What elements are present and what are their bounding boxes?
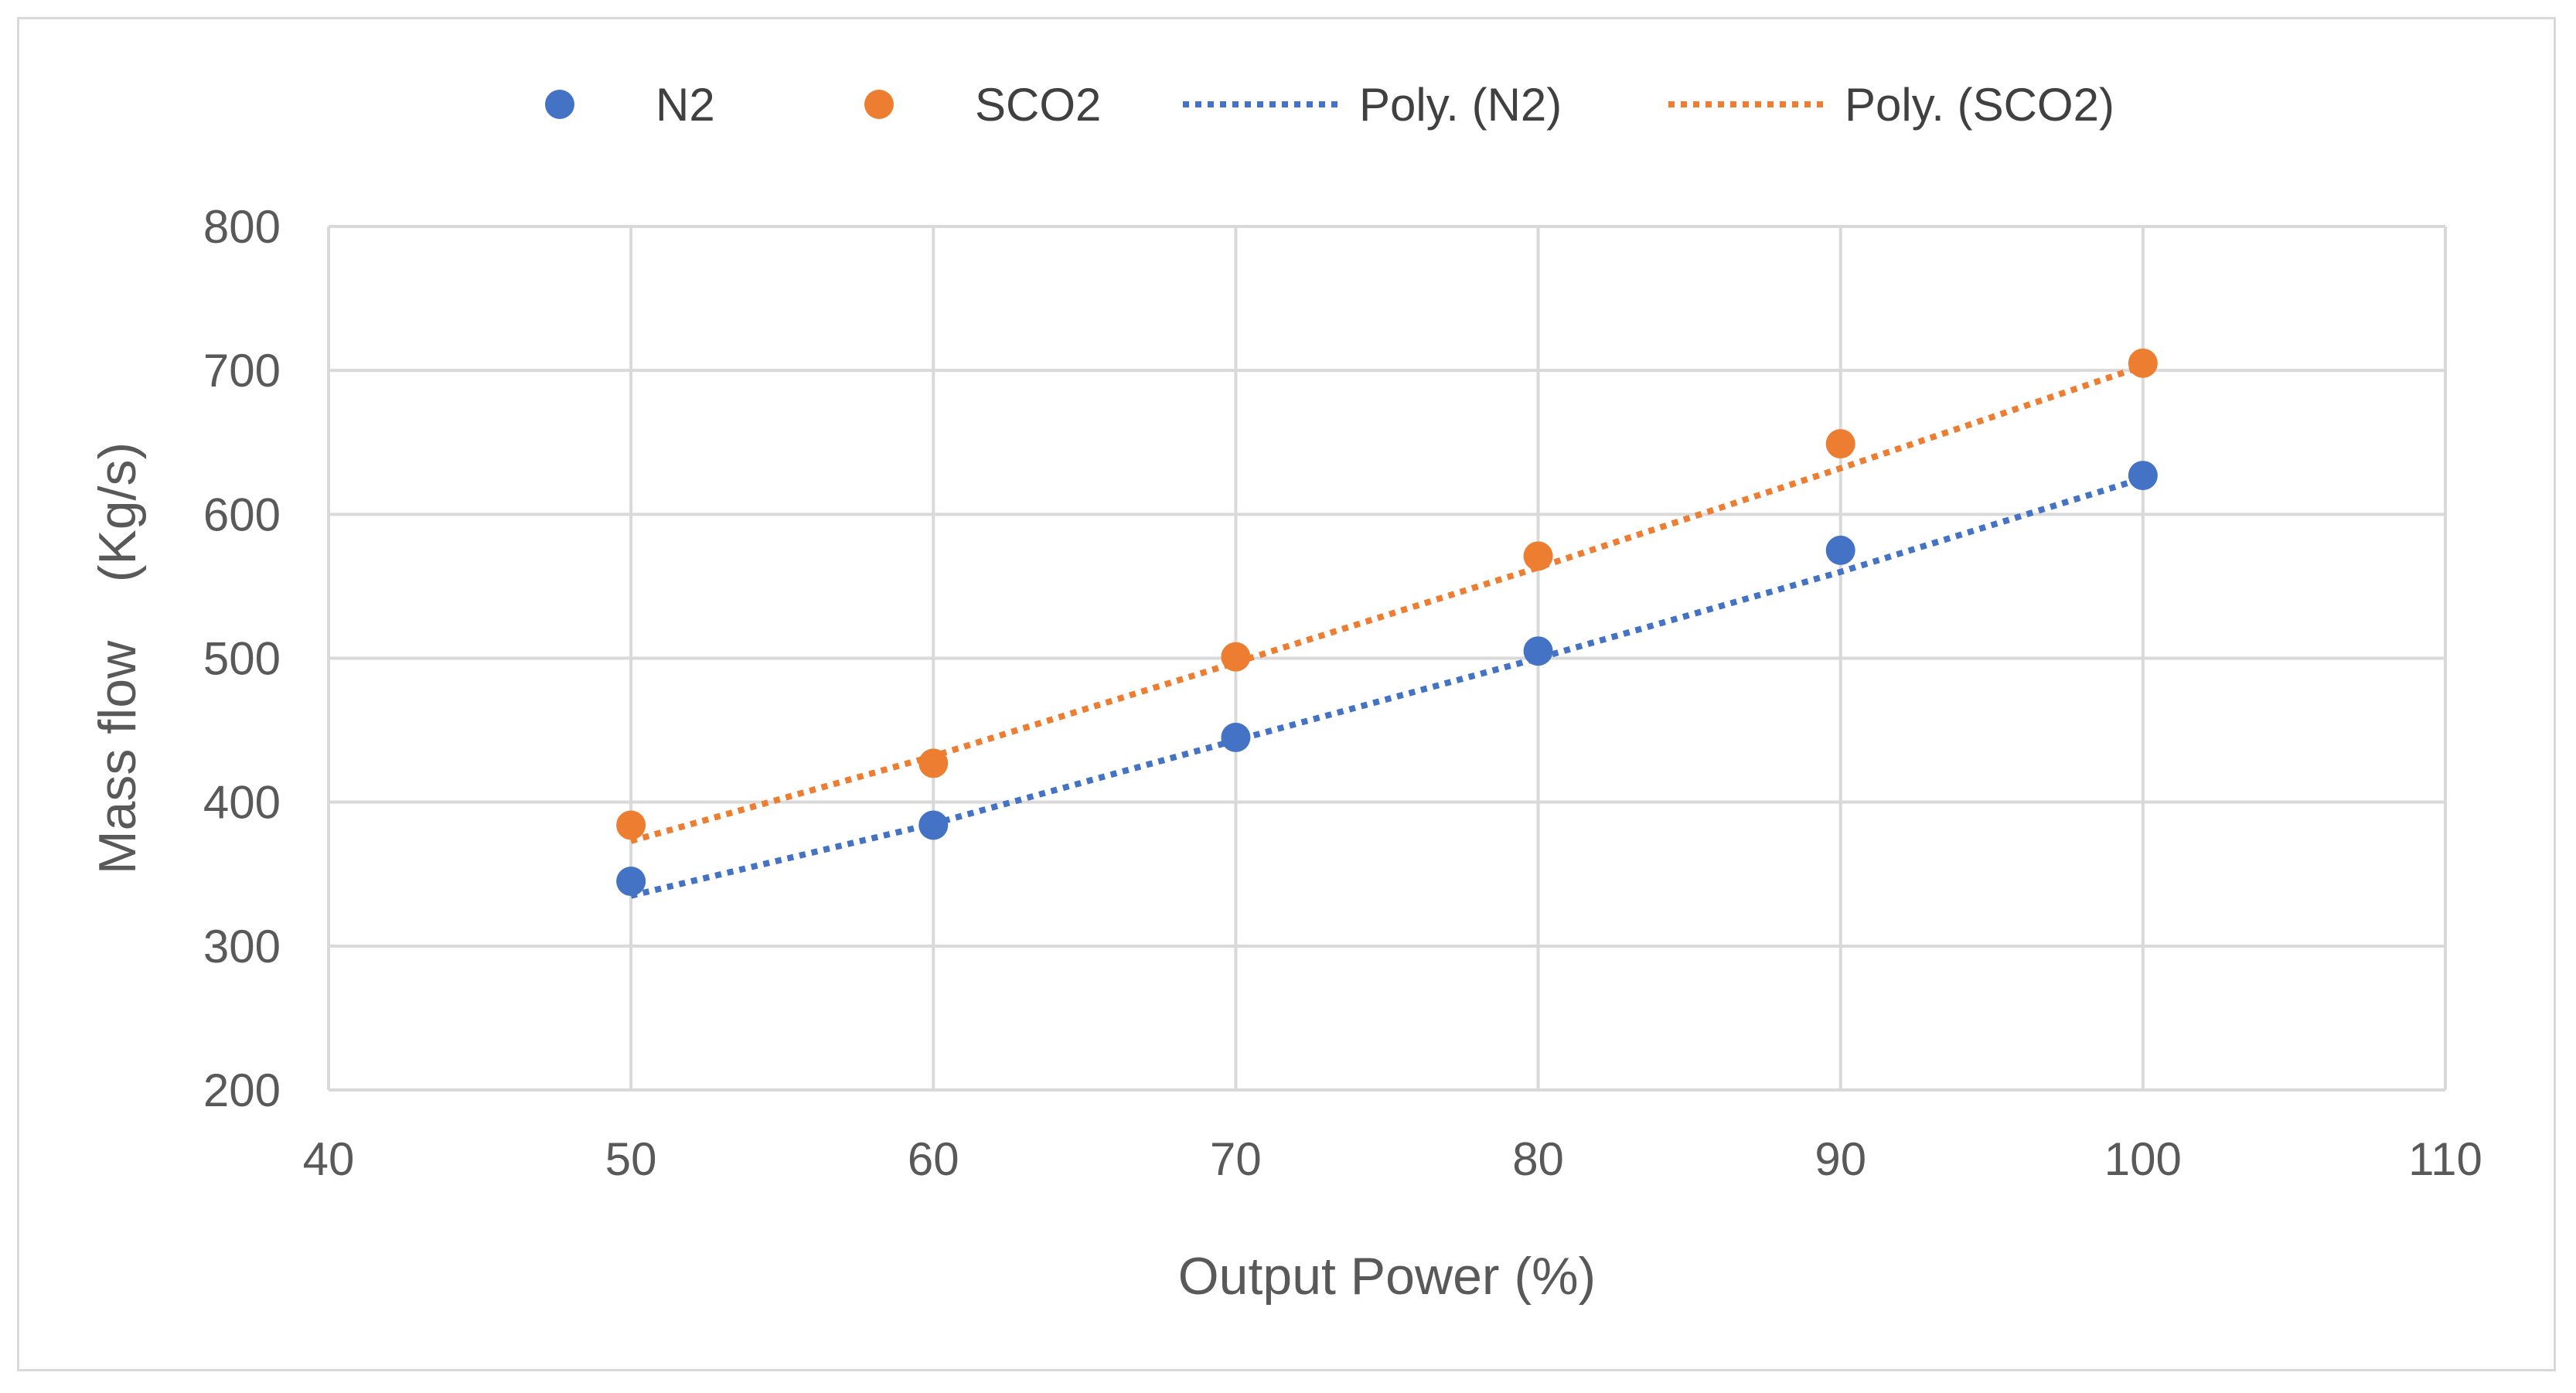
y-tick-label: 400 — [203, 777, 281, 829]
data-point-sco2 — [616, 810, 646, 840]
data-point-sco2 — [918, 748, 949, 778]
legend-marker-icon — [545, 90, 574, 119]
y-axis-title: Mass flow (Kg/s) — [88, 442, 147, 874]
data-point-sco2 — [1825, 429, 1855, 459]
marker-layer — [616, 348, 2158, 897]
x-tick-label: 80 — [1512, 1133, 1564, 1185]
grid-layer — [327, 225, 2447, 1092]
data-point-n2 — [918, 810, 949, 840]
trendline-sco2 — [630, 363, 2145, 844]
x-tick-label: 50 — [605, 1133, 657, 1185]
x-axis-title: Output Power (%) — [1178, 1247, 1596, 1306]
y-tick-label: 600 — [203, 489, 281, 540]
x-tick-label: 60 — [908, 1133, 959, 1185]
x-tick-label: 40 — [303, 1133, 355, 1185]
y-tick-label: 300 — [203, 921, 281, 972]
data-point-sco2 — [1523, 541, 1553, 571]
x-tick-label: 110 — [2408, 1133, 2482, 1185]
trendline-layer — [630, 363, 2145, 899]
data-point-n2 — [1523, 636, 1553, 666]
legend-item: N2 — [545, 79, 715, 131]
legend-item: Poly. (SCO2) — [1668, 79, 2114, 131]
y-tick-label: 700 — [203, 345, 281, 397]
x-tick-label: 70 — [1210, 1133, 1262, 1185]
legend-label: N2 — [656, 79, 715, 131]
legend-label: Poly. (SCO2) — [1845, 79, 2114, 131]
y-tick-label: 500 — [203, 633, 281, 685]
data-point-n2 — [616, 867, 646, 897]
legend-item: SCO2 — [864, 79, 1101, 131]
legend-label: SCO2 — [975, 79, 1101, 131]
legend: N2 SCO2 Poly. (N2) Poly. (SCO2) — [545, 79, 2114, 131]
legend-label: Poly. (N2) — [1359, 79, 1562, 131]
tick-label-layer: 200 300 400 500 600 700 800 40 50 60 70 80 90 100 110 — [203, 201, 2482, 1185]
chart-frame: 200 300 400 500 600 700 800 40 50 60 70 80 90 100 110 … — [17, 17, 2556, 1371]
x-tick-label: 90 — [1814, 1133, 1866, 1185]
data-point-sco2 — [2128, 348, 2158, 378]
trendline-n2 — [630, 475, 2145, 899]
data-point-n2 — [1825, 535, 1855, 565]
data-point-sco2 — [1221, 642, 1251, 672]
y-tick-label: 800 — [203, 201, 281, 253]
legend-marker-icon — [864, 90, 894, 119]
y-tick-label: 200 — [203, 1064, 281, 1116]
legend-item: Poly. (N2) — [1183, 79, 1562, 131]
x-tick-label: 100 — [2104, 1133, 2182, 1185]
data-point-n2 — [2128, 461, 2158, 491]
data-point-n2 — [1221, 722, 1251, 752]
